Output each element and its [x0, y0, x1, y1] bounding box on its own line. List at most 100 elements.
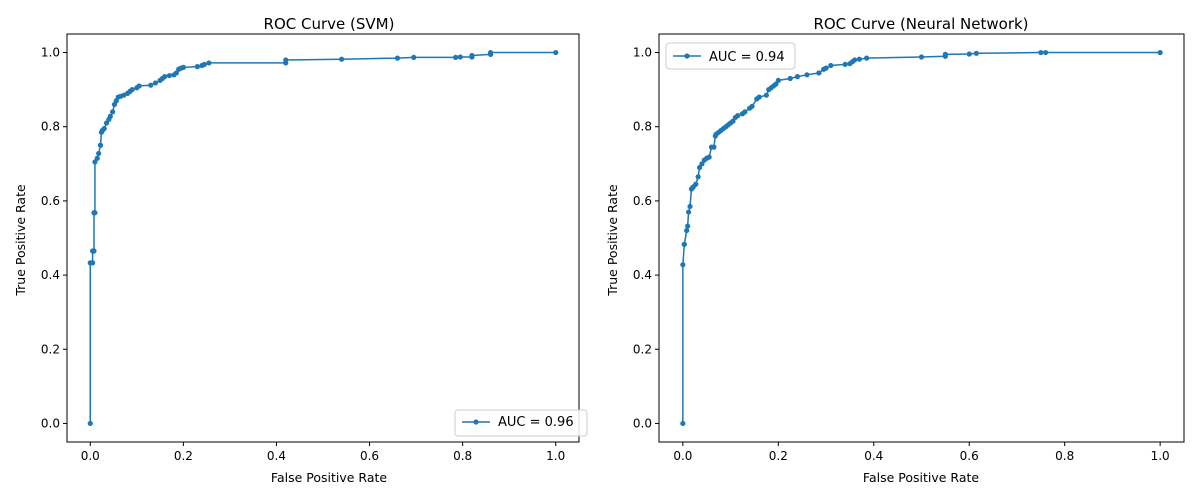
roc-point: [693, 181, 699, 187]
x-tick-label: 0.8: [453, 449, 472, 463]
y-tick-label: 1.0: [41, 46, 60, 60]
roc-point: [553, 49, 559, 56]
roc-point: [695, 174, 701, 180]
roc-point: [101, 125, 107, 132]
y-tick-label: 0.4: [41, 268, 60, 282]
roc-point: [973, 50, 979, 56]
roc-point: [166, 72, 172, 79]
roc-point: [457, 54, 463, 60]
roc-point: [794, 74, 801, 80]
tick-group: 0.0 0.2 0.4 0.6 0.8 1.0 0.0 0.2 0.4 0.6 0.8 1.0: [41, 46, 565, 463]
roc-point: [339, 56, 345, 62]
roc-point: [816, 70, 822, 76]
roc-point: [918, 54, 925, 60]
roc-point: [469, 52, 475, 59]
legend-entry-label: AUC = 0.94: [709, 50, 785, 65]
roc-point: [92, 210, 98, 216]
legend: AUC = 0.96: [454, 409, 588, 437]
svm-roc-panel: ROC Curve (SVM) False Positive Rate True…: [13, 15, 588, 485]
roc-point: [92, 159, 98, 165]
roc-point: [823, 65, 829, 71]
roc-point: [680, 420, 686, 427]
legend-entry-label: AUC = 0.96: [498, 415, 574, 430]
neural-network-roc-panel: ROC Curve (Neural Network) False Positiv…: [605, 15, 1185, 485]
y-tick-label: 0.4: [633, 268, 652, 282]
x-tick-label: 0.4: [267, 449, 286, 463]
roc-point: [966, 51, 972, 57]
y-tick-label: 0.6: [633, 194, 652, 208]
x-tick-label: 0.4: [864, 449, 883, 463]
roc-point: [206, 60, 212, 66]
roc-point: [110, 109, 116, 115]
y-tick-label: 1.0: [633, 46, 652, 60]
roc-point: [103, 120, 110, 126]
roc-point: [129, 87, 135, 93]
roc-point: [804, 72, 810, 78]
chart-title: ROC Curve (Neural Network): [813, 15, 1028, 33]
roc-point: [680, 262, 686, 268]
y-tick-label: 0.2: [41, 342, 60, 356]
x-tick-label: 0.2: [174, 449, 193, 463]
roc-point: [696, 164, 703, 171]
legend-box: [454, 409, 588, 437]
x-tick-label: 0.0: [81, 449, 100, 463]
roc-point: [864, 55, 870, 61]
roc-point: [1038, 49, 1044, 56]
x-axis-label: False Positive Rate: [271, 470, 387, 485]
tick-group: 0.0 0.2 0.4 0.6 0.8 1.0 0.0 0.2 0.4 0.6 0.8 1.0: [633, 46, 1170, 463]
roc-point: [681, 241, 687, 247]
roc-point: [685, 209, 692, 215]
y-axis-label: True Positive Rate: [13, 184, 28, 297]
x-tick-label: 0.6: [960, 449, 979, 463]
roc-point: [763, 92, 769, 98]
y-tick-label: 0.8: [633, 120, 652, 134]
roc-point: [749, 103, 755, 109]
roc-point: [180, 64, 186, 70]
roc-point: [775, 77, 781, 83]
roc-point: [87, 420, 93, 427]
roc-point: [162, 74, 168, 80]
roc-point: [856, 56, 863, 62]
plot-frame: [66, 33, 580, 443]
chart-title: ROC Curve (SVM): [264, 15, 395, 33]
plot-content: [680, 49, 1163, 427]
legend-marker-swatch: [684, 53, 690, 59]
roc-point: [96, 150, 102, 157]
roc-point: [411, 54, 417, 60]
roc-point: [687, 203, 693, 210]
y-axis-label: True Positive Rate: [605, 184, 620, 297]
roc-point: [91, 248, 97, 254]
roc-point: [97, 142, 104, 148]
x-tick-label: 0.8: [1055, 449, 1074, 463]
roc-point: [685, 223, 691, 229]
roc-point: [852, 57, 858, 63]
roc-point: [942, 51, 948, 58]
roc-point: [152, 80, 159, 86]
x-tick-label: 1.0: [546, 449, 565, 463]
y-tick-label: 0.8: [41, 120, 60, 134]
roc-point: [148, 82, 154, 88]
roc-point: [711, 144, 717, 150]
roc-point: [699, 161, 705, 167]
roc-point: [1157, 49, 1163, 56]
legend: AUC = 0.94: [665, 42, 796, 70]
roc-point: [842, 61, 848, 68]
legend-box: [665, 42, 796, 70]
roc-point: [194, 64, 200, 70]
roc-point: [1042, 49, 1049, 56]
roc-point: [787, 75, 793, 82]
y-tick-label: 0.0: [633, 416, 652, 430]
roc-point: [173, 70, 179, 76]
roc-point: [730, 118, 736, 124]
x-tick-label: 0.2: [769, 449, 788, 463]
roc-point: [394, 55, 401, 61]
roc-point: [107, 113, 113, 119]
roc-point: [453, 54, 459, 60]
roc-point: [706, 154, 712, 160]
x-tick-label: 0.0: [673, 449, 692, 463]
roc-point: [283, 57, 289, 63]
x-axis-label: False Positive Rate: [863, 470, 979, 485]
roc-point: [136, 83, 142, 89]
